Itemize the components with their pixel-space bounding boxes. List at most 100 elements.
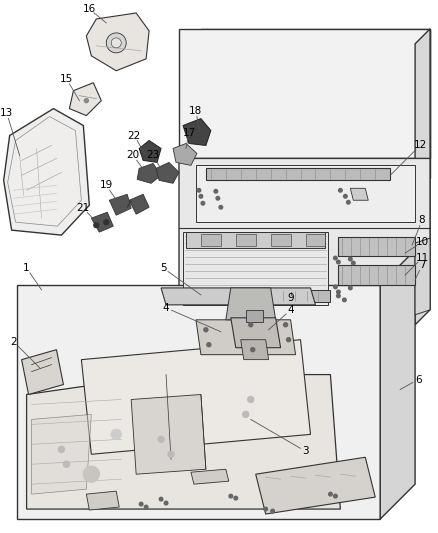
- Circle shape: [106, 33, 126, 53]
- Polygon shape: [131, 394, 206, 474]
- Polygon shape: [17, 285, 380, 519]
- Text: 4: 4: [163, 303, 170, 313]
- Polygon shape: [306, 234, 325, 246]
- Polygon shape: [179, 29, 430, 158]
- Text: 6: 6: [415, 375, 421, 385]
- Polygon shape: [231, 318, 281, 348]
- Polygon shape: [196, 165, 415, 222]
- Circle shape: [145, 505, 148, 509]
- Polygon shape: [4, 109, 89, 235]
- Circle shape: [159, 497, 163, 501]
- Circle shape: [336, 260, 340, 264]
- Circle shape: [243, 411, 249, 417]
- Polygon shape: [156, 163, 179, 183]
- Text: 13: 13: [0, 108, 13, 118]
- Circle shape: [111, 38, 121, 48]
- Polygon shape: [27, 375, 340, 509]
- Polygon shape: [129, 194, 149, 214]
- Text: 2: 2: [11, 337, 17, 346]
- Polygon shape: [191, 469, 229, 484]
- Text: 8: 8: [419, 215, 425, 225]
- Polygon shape: [241, 340, 268, 360]
- Circle shape: [349, 286, 352, 290]
- Circle shape: [204, 328, 208, 332]
- Circle shape: [248, 397, 254, 402]
- Polygon shape: [201, 234, 221, 246]
- Polygon shape: [350, 188, 368, 200]
- Polygon shape: [32, 415, 92, 494]
- Text: 21: 21: [77, 203, 90, 213]
- Text: 3: 3: [302, 446, 309, 456]
- Text: 9: 9: [287, 293, 294, 303]
- Polygon shape: [183, 118, 211, 146]
- Circle shape: [343, 298, 346, 302]
- Text: 15: 15: [60, 74, 73, 84]
- Circle shape: [336, 294, 340, 297]
- Polygon shape: [69, 83, 101, 116]
- Circle shape: [346, 200, 350, 204]
- Circle shape: [271, 509, 275, 513]
- Text: 10: 10: [416, 237, 429, 247]
- Circle shape: [283, 323, 288, 327]
- Polygon shape: [246, 310, 263, 322]
- Text: 12: 12: [413, 141, 427, 150]
- Polygon shape: [161, 288, 315, 305]
- Polygon shape: [109, 194, 131, 215]
- Circle shape: [251, 348, 255, 352]
- Circle shape: [201, 201, 205, 205]
- Text: 19: 19: [100, 180, 113, 190]
- Polygon shape: [380, 250, 415, 519]
- Circle shape: [336, 290, 340, 294]
- Polygon shape: [206, 168, 390, 180]
- Circle shape: [158, 437, 164, 442]
- Polygon shape: [196, 320, 296, 354]
- Text: 23: 23: [146, 150, 160, 160]
- Circle shape: [229, 494, 233, 498]
- Text: 1: 1: [23, 263, 30, 273]
- Text: 18: 18: [189, 106, 202, 116]
- Polygon shape: [179, 158, 430, 310]
- Text: 5: 5: [160, 263, 166, 273]
- Circle shape: [58, 446, 64, 453]
- Polygon shape: [139, 141, 161, 163]
- Circle shape: [207, 343, 211, 346]
- Circle shape: [334, 256, 337, 260]
- Circle shape: [111, 430, 121, 439]
- Circle shape: [64, 461, 69, 467]
- Polygon shape: [183, 232, 328, 305]
- Polygon shape: [137, 164, 161, 183]
- Circle shape: [249, 323, 253, 327]
- Text: 16: 16: [83, 4, 96, 14]
- Text: 4: 4: [287, 305, 294, 315]
- Text: 11: 11: [415, 253, 429, 263]
- Polygon shape: [21, 350, 64, 394]
- Polygon shape: [201, 29, 430, 179]
- Circle shape: [197, 189, 201, 192]
- Text: 22: 22: [127, 131, 141, 141]
- Circle shape: [352, 261, 355, 265]
- Polygon shape: [256, 457, 375, 514]
- Polygon shape: [339, 265, 415, 285]
- Polygon shape: [86, 491, 119, 510]
- Circle shape: [85, 99, 88, 103]
- Text: 17: 17: [182, 127, 196, 138]
- Polygon shape: [226, 288, 276, 320]
- Circle shape: [164, 502, 168, 505]
- Text: 7: 7: [419, 260, 425, 270]
- Circle shape: [264, 507, 268, 511]
- Circle shape: [328, 492, 332, 496]
- Polygon shape: [415, 238, 430, 315]
- Circle shape: [219, 205, 223, 209]
- Circle shape: [334, 285, 337, 289]
- Polygon shape: [81, 340, 311, 454]
- Polygon shape: [173, 143, 197, 165]
- Circle shape: [199, 195, 203, 198]
- Polygon shape: [92, 212, 113, 232]
- Circle shape: [94, 223, 99, 228]
- Circle shape: [286, 338, 290, 342]
- Circle shape: [339, 189, 342, 192]
- Circle shape: [349, 257, 352, 261]
- Circle shape: [104, 220, 109, 225]
- Circle shape: [216, 197, 219, 200]
- Polygon shape: [339, 237, 415, 256]
